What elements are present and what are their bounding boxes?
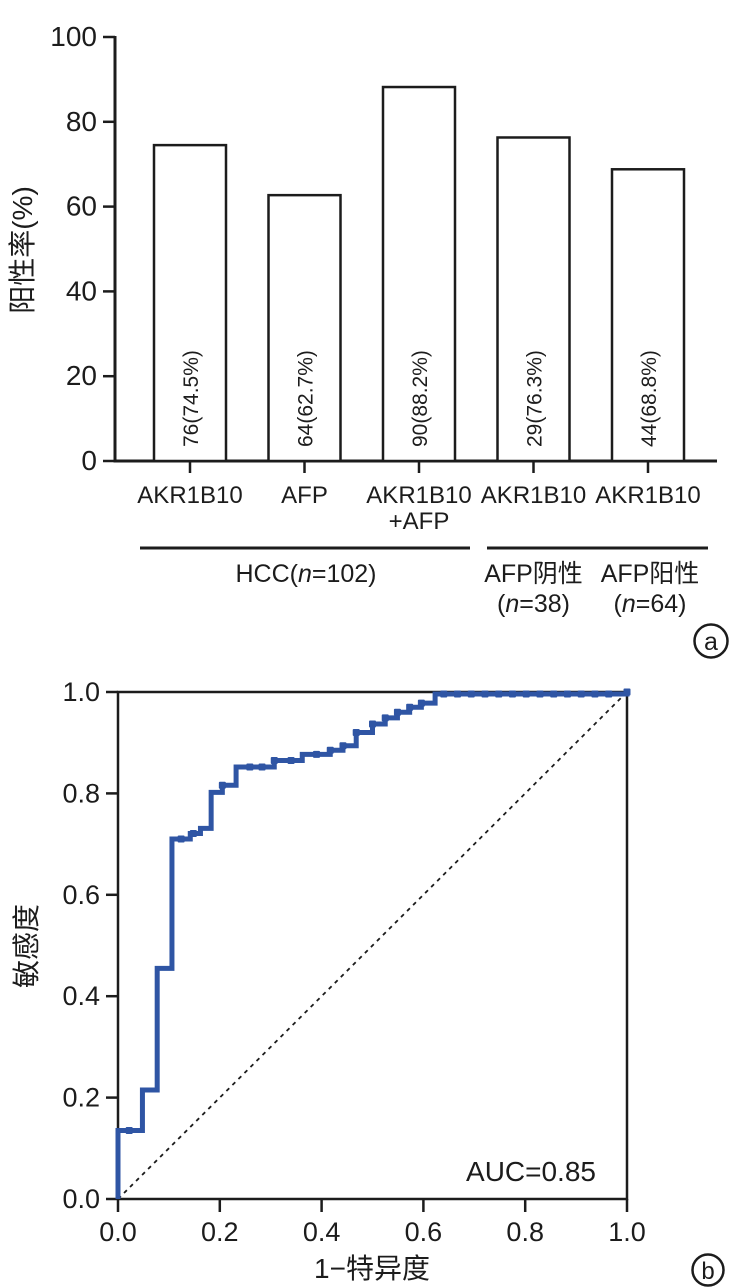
panel-letter-circle <box>693 623 729 659</box>
panel-b-label: b <box>691 1253 725 1287</box>
x-axis-title: 1−特异度 <box>314 1253 430 1284</box>
auc-annotation: AUC=0.85 <box>466 1156 596 1187</box>
group-sub-label: (n=64) <box>614 590 687 618</box>
bar-value-label: 44(68.8%) <box>638 350 661 447</box>
roc-marker <box>440 690 448 698</box>
roc-marker <box>270 756 278 764</box>
roc-marker <box>591 690 599 698</box>
roc-marker <box>258 763 266 771</box>
roc-marker <box>369 720 376 728</box>
roc-chart-content: 0.0 0.2 0.4 0.6 0.8 1.0 0.0 0.2 0.4 0.6 0.8 1.0 <box>62 677 645 1247</box>
roc-marker <box>522 690 530 698</box>
roc-marker <box>189 829 197 837</box>
x-tick-label: 0.8 <box>506 1217 544 1247</box>
roc-marker <box>218 781 226 789</box>
x-category-label: AKR1B10 <box>137 482 242 509</box>
x-category-label: AKR1B10 <box>366 482 471 509</box>
panel-letter: b <box>701 1258 714 1285</box>
y-tick-label: 0 <box>81 445 97 476</box>
x-tick-label: 0.6 <box>405 1217 443 1247</box>
group-sub-label: (n=38) <box>497 590 570 618</box>
y-tick-label: 60 <box>66 191 97 222</box>
bar <box>152 143 228 463</box>
y-tick-label: 0.0 <box>62 1184 100 1214</box>
roc-marker <box>550 690 558 698</box>
x-tick-label: 0.4 <box>303 1217 341 1247</box>
group-label: HCC(n=102) <box>235 560 376 588</box>
roc-marker <box>536 690 544 698</box>
chance-diagonal <box>117 691 628 1200</box>
roc-marker <box>605 690 613 698</box>
plot-frame <box>116 690 629 1201</box>
y-tick-label: 40 <box>66 275 97 306</box>
roc-marker <box>246 763 254 771</box>
x-tick-label: 0.0 <box>99 1217 137 1247</box>
roc-marker <box>454 690 462 698</box>
x-tick-label: 0.2 <box>201 1217 239 1247</box>
roc-marker <box>417 699 425 707</box>
panel-a-label: a <box>693 623 729 659</box>
roc-marker <box>381 714 389 722</box>
y-axis-title: 敏感度 <box>11 904 42 988</box>
y-tick-label: 0.2 <box>62 1083 100 1113</box>
roc-marker <box>177 835 185 843</box>
y-tick-label: 0.4 <box>62 981 100 1011</box>
y-tick-label: 1.0 <box>62 677 100 707</box>
roc-marker <box>313 750 321 758</box>
bar-value-label: 76(74.5%) <box>180 350 203 447</box>
bar-value-label: 90(88.2%) <box>409 350 432 447</box>
panel-b-roc-chart: 0.0 0.2 0.4 0.6 0.8 1.0 0.0 0.2 0.4 0.6 0.8 1.0 敏感度… <box>11 677 725 1287</box>
roc-marker <box>326 746 334 754</box>
x-category-label: AKR1B10 <box>481 482 586 509</box>
y-tick-label: 80 <box>66 106 97 137</box>
bar-value-label: 29(76.3%) <box>524 350 547 447</box>
roc-marker <box>125 1127 133 1135</box>
y-tick-label: 100 <box>50 21 97 52</box>
bar-value-label: 64(62.7%) <box>295 350 318 447</box>
roc-marker <box>467 690 475 698</box>
roc-curve <box>115 691 630 1199</box>
x-category-label: +AFP <box>389 508 450 535</box>
roc-marker <box>393 708 401 716</box>
roc-marker <box>577 690 585 698</box>
roc-marker <box>352 729 360 737</box>
x-tick-label: 1.0 <box>608 1217 646 1247</box>
group-label: AFP阴性 <box>484 560 583 588</box>
y-tick-label: 0.6 <box>62 880 100 910</box>
roc-marker <box>406 703 414 711</box>
y-axis-title: 阳性率(%) <box>7 186 38 314</box>
group-label: AFP阳性 <box>601 560 700 588</box>
bar-chart-content: 0 20 40 60 80 100 76(74.5%) AKR1B10 64(62.7%) AFP… <box>50 21 717 618</box>
panel-a-bar-chart: 0 20 40 60 80 100 76(74.5%) AKR1B10 64(62.7%) AFP… <box>7 21 729 659</box>
panel-letter-circle <box>691 1253 725 1287</box>
y-tick-label: 20 <box>66 360 97 391</box>
roc-marker <box>623 688 631 696</box>
x-category-label: AFP <box>281 482 328 509</box>
roc-marker <box>495 690 503 698</box>
roc-marker <box>287 756 295 764</box>
bar <box>496 136 571 463</box>
roc-marker <box>563 690 571 698</box>
roc-marker <box>508 690 516 698</box>
roc-marker <box>339 742 347 750</box>
roc-marker <box>481 690 489 698</box>
y-tick-label: 0.8 <box>62 778 100 808</box>
x-category-label: AKR1B10 <box>595 482 700 509</box>
panel-letter: a <box>704 628 718 656</box>
